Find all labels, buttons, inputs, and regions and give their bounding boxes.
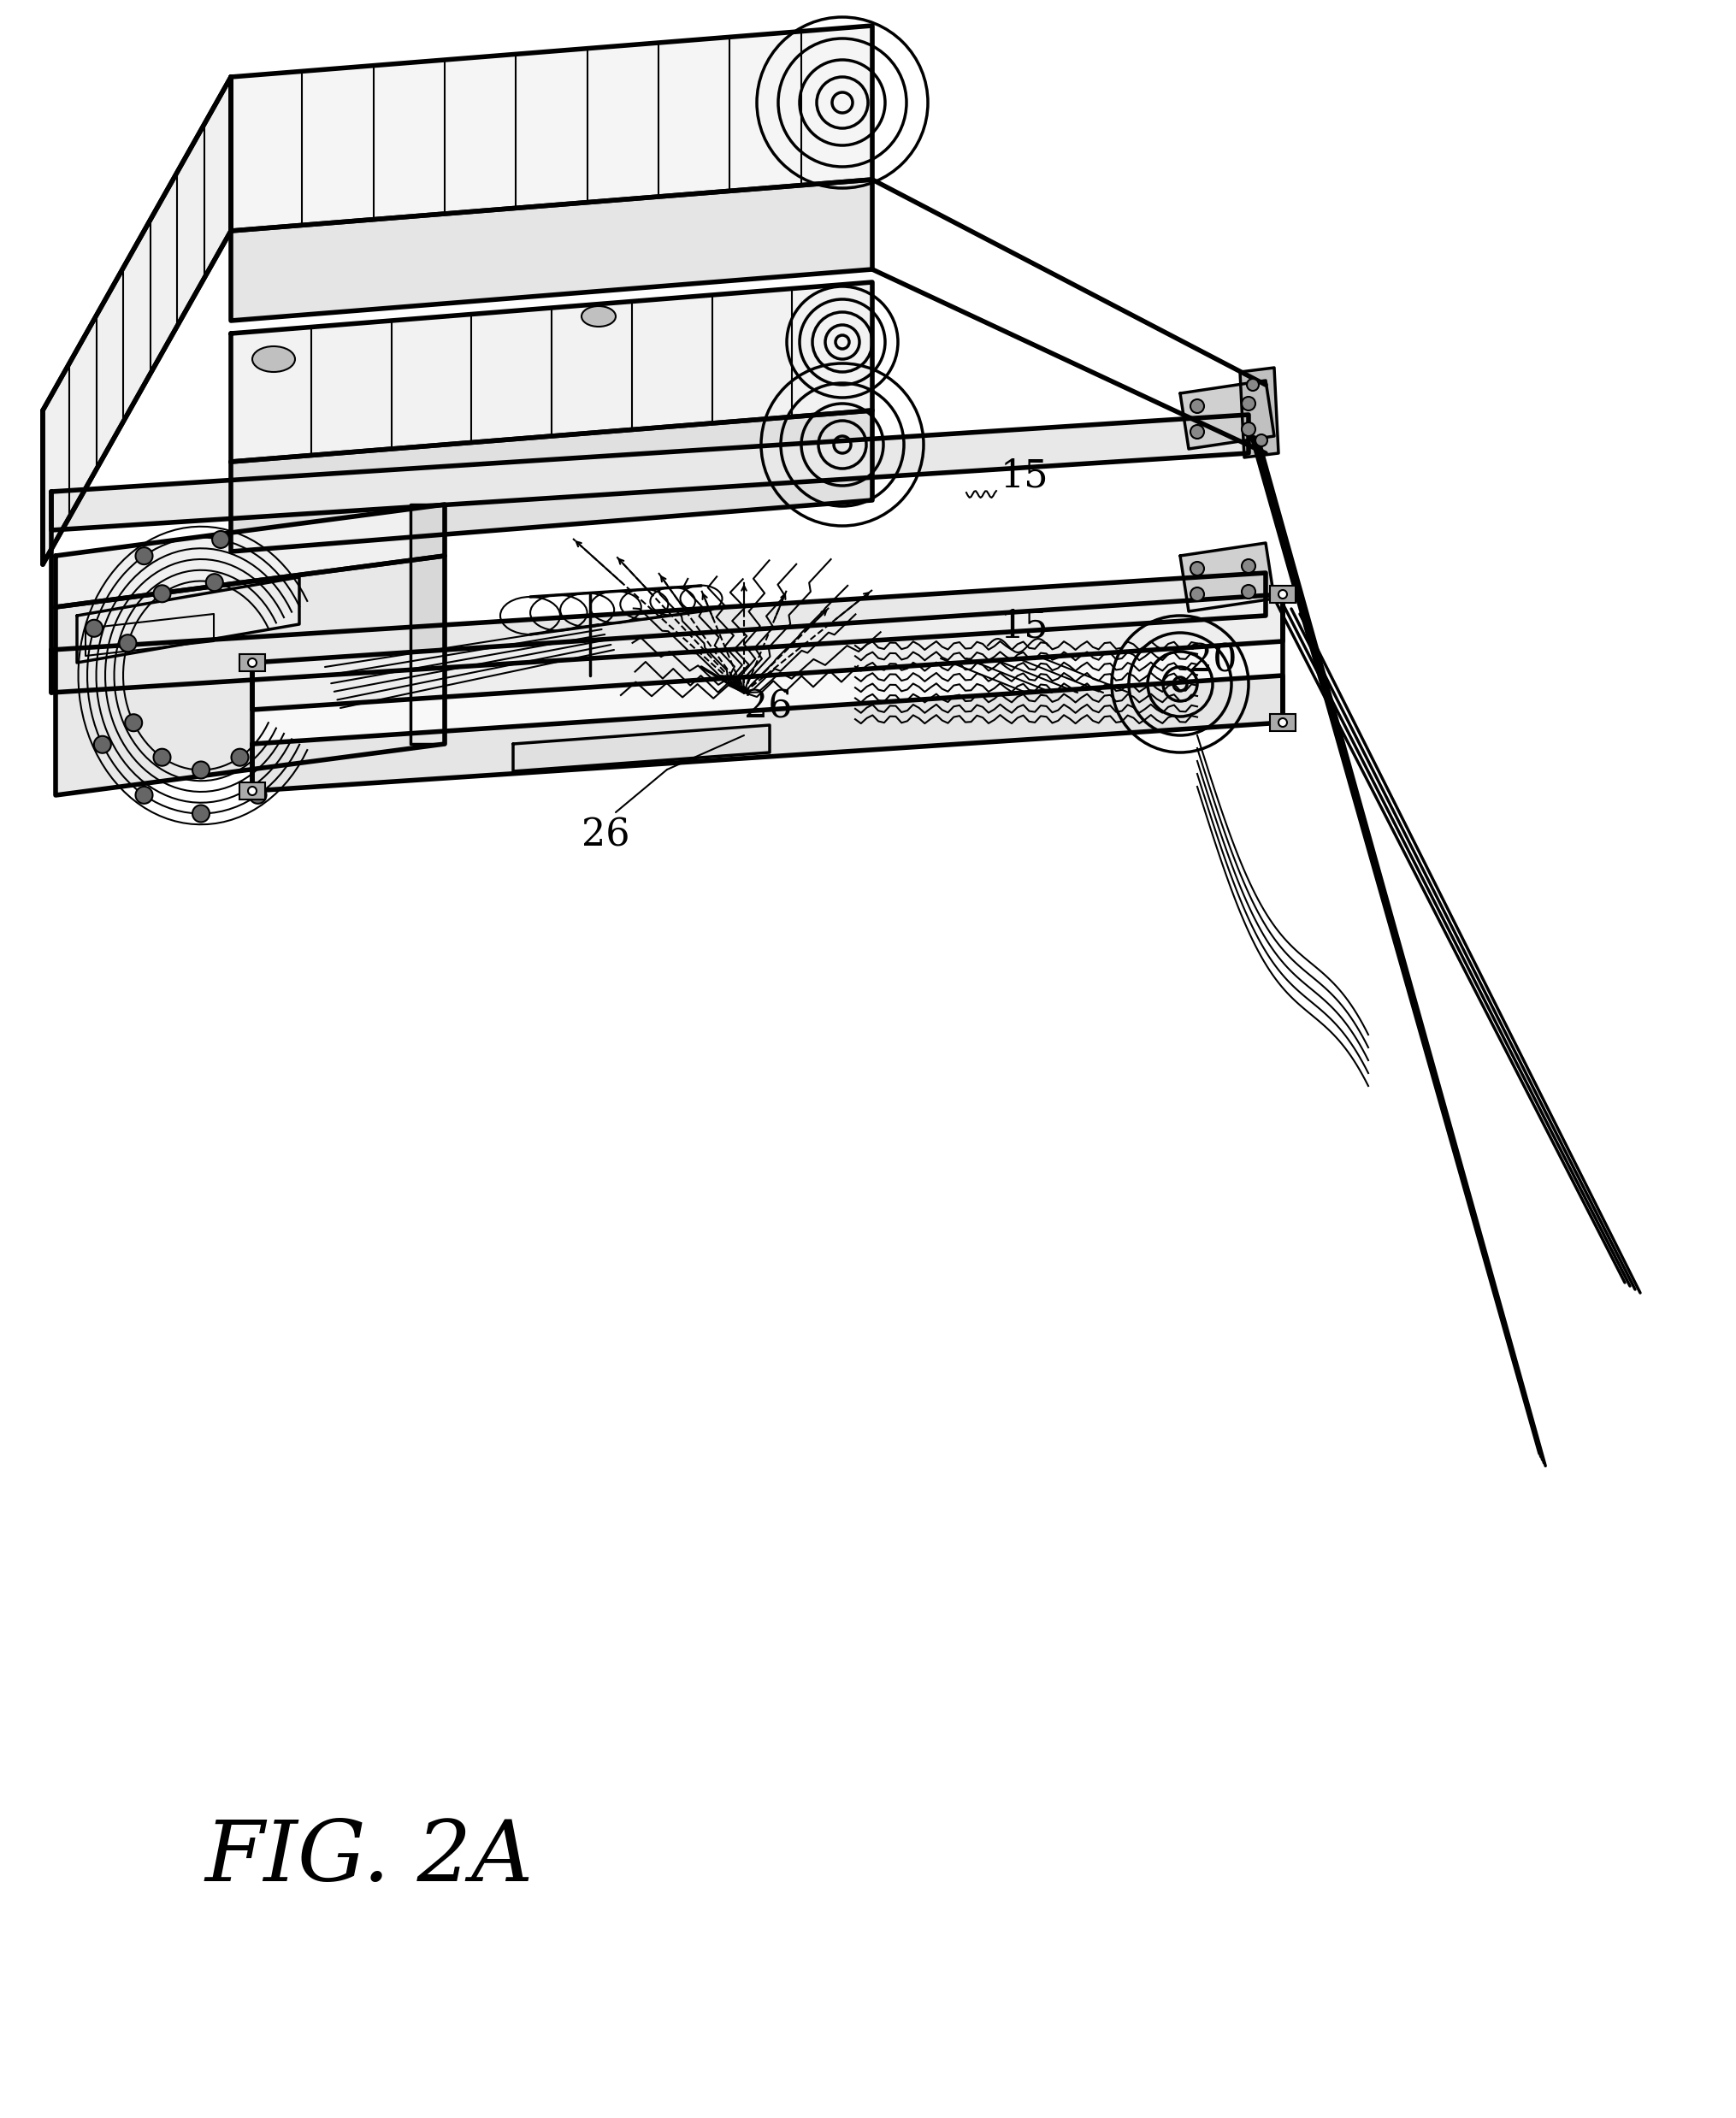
Polygon shape [76, 578, 299, 663]
Bar [1269, 714, 1295, 731]
Circle shape [207, 574, 222, 591]
Circle shape [1189, 561, 1203, 576]
Circle shape [1278, 591, 1286, 599]
Circle shape [1189, 587, 1203, 602]
Polygon shape [56, 555, 444, 794]
Polygon shape [252, 676, 1283, 790]
Circle shape [125, 714, 142, 731]
Circle shape [1241, 559, 1255, 572]
Circle shape [120, 635, 137, 652]
Ellipse shape [582, 307, 616, 326]
Circle shape [1241, 585, 1255, 599]
Polygon shape [252, 595, 1283, 710]
Polygon shape [56, 504, 444, 608]
Circle shape [1241, 421, 1255, 436]
Circle shape [193, 762, 210, 779]
Polygon shape [512, 724, 769, 771]
Circle shape [85, 621, 102, 638]
Text: 20: 20 [1187, 642, 1236, 680]
Circle shape [248, 786, 257, 794]
Circle shape [1189, 426, 1203, 438]
Polygon shape [231, 411, 871, 551]
Polygon shape [252, 642, 1283, 743]
Circle shape [1246, 379, 1259, 390]
Circle shape [231, 750, 248, 767]
Polygon shape [1179, 542, 1274, 612]
Polygon shape [231, 180, 871, 320]
Circle shape [250, 786, 266, 803]
Text: 26: 26 [582, 818, 630, 854]
Circle shape [153, 585, 170, 602]
Text: 15: 15 [1000, 457, 1049, 496]
Bar [240, 782, 266, 798]
Text: 15: 15 [1000, 608, 1049, 644]
Text: 26: 26 [743, 688, 792, 726]
Circle shape [94, 735, 111, 754]
Circle shape [248, 659, 257, 667]
Polygon shape [231, 282, 871, 462]
Ellipse shape [252, 347, 295, 373]
Circle shape [153, 750, 170, 767]
Text: FIG. 2A: FIG. 2A [205, 1817, 533, 1898]
Polygon shape [52, 415, 1248, 530]
Polygon shape [43, 76, 231, 563]
Circle shape [1241, 396, 1255, 411]
Circle shape [135, 546, 153, 566]
Circle shape [1278, 718, 1286, 726]
Circle shape [212, 532, 229, 549]
Circle shape [1189, 400, 1203, 413]
Circle shape [1255, 434, 1267, 447]
Polygon shape [1240, 369, 1278, 457]
Circle shape [135, 786, 153, 803]
Polygon shape [52, 572, 1266, 693]
Polygon shape [231, 25, 871, 231]
Bar [1269, 587, 1295, 604]
Circle shape [193, 805, 210, 822]
Polygon shape [410, 504, 444, 743]
Polygon shape [1179, 381, 1274, 449]
Bar [240, 654, 266, 671]
